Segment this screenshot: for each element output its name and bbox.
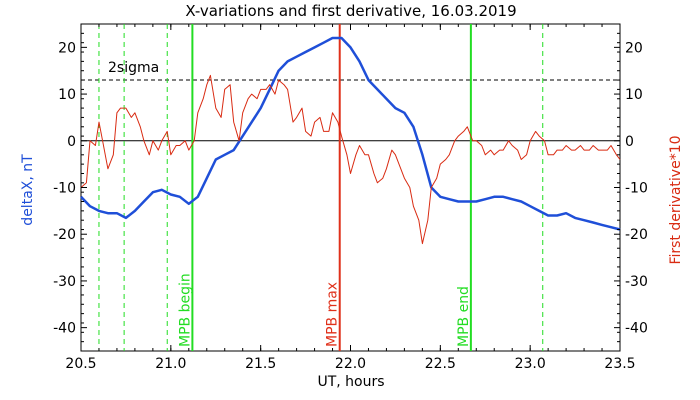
y-tick-label-left: -20: [53, 227, 76, 243]
x-tick-label: 21.5: [245, 356, 276, 372]
y-tick-label-right: 0: [625, 134, 634, 150]
y-tick-label-right: 20: [625, 40, 643, 56]
y-axis-label-left: deltaX, nT: [20, 154, 36, 226]
y-tick-label-left: -40: [53, 321, 76, 337]
x-tick-label: 22.5: [425, 356, 456, 372]
y-tick-label-left: 10: [58, 87, 76, 103]
x-tick-label: 21.0: [155, 356, 186, 372]
series-layer: [80, 36, 621, 245]
series-derivative: [80, 74, 621, 245]
y-tick-label-left: -10: [53, 181, 76, 197]
y-tick-label-left: -30: [53, 274, 76, 290]
x-tick-label: 20.5: [65, 356, 96, 372]
x-tick-label: 23.0: [515, 356, 546, 372]
y-axis-label-right: First derivative*10: [668, 135, 684, 264]
reference-lines: [81, 79, 620, 142]
event-lines: [98, 24, 544, 351]
y-tick-label-right: -20: [625, 227, 648, 243]
y-tick-label-right: 10: [625, 87, 643, 103]
y-tick-label-right: -10: [625, 181, 648, 197]
label-mpb_max: MPB max: [325, 282, 341, 347]
axis-ticks: 20.5 21.0 21.5 22.0 22.5 23.0 23.5 20 20 10 10 0 0 -1…: [53, 23, 648, 372]
label-mpb_end: MPB end: [456, 286, 472, 347]
label-sigma: 2sigma: [108, 60, 159, 76]
annotation-labels: 2sigma MPB begin MPB max MPB end: [108, 60, 472, 347]
x-tick-label: 23.5: [604, 356, 635, 372]
y-tick-label-right: -40: [625, 321, 648, 337]
chart-title: X-variations and first derivative, 16.03…: [185, 2, 516, 20]
plot-frame: [80, 23, 621, 352]
y-tick-label-left: 0: [67, 134, 76, 150]
x-axis-label: UT, hours: [317, 374, 384, 390]
x-tick-label: 22.0: [335, 356, 366, 372]
y-tick-label-right: -30: [625, 274, 648, 290]
label-mpb_begin: MPB begin: [177, 273, 193, 347]
y-tick-label-left: 20: [58, 40, 76, 56]
series-deltaX: [80, 36, 621, 231]
